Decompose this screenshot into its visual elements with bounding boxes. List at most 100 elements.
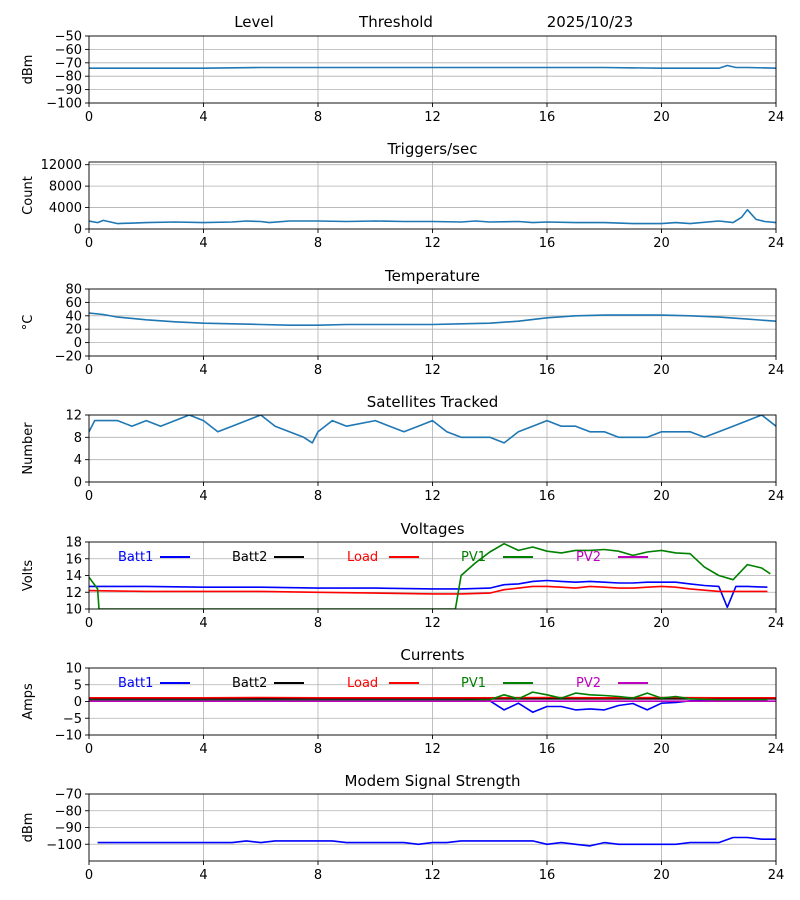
y-tick-label: −100 <box>46 97 82 112</box>
y-tick-label: 5 <box>74 678 82 693</box>
x-tick-label: 4 <box>199 110 207 125</box>
y-tick-label: −90 <box>55 83 82 98</box>
x-tick-label: 20 <box>653 236 670 251</box>
chart-level: 0 4 8 12 16 20 24 −100−90−80−70−60−50 dBm <box>21 30 784 126</box>
y-tick-label: 4 <box>74 453 82 468</box>
x-tick-label: 12 <box>424 868 441 883</box>
y-tick-label: 4000 <box>49 201 82 216</box>
x-tick-label: 16 <box>539 363 556 378</box>
y-tick-label: −20 <box>55 350 82 365</box>
legend-label-load: Load <box>347 550 378 565</box>
y-tick-label: −100 <box>46 838 82 853</box>
y-tick-label: 40 <box>65 309 82 324</box>
y-tick-label: 14 <box>65 569 82 584</box>
y-tick-label: −90 <box>55 821 82 836</box>
x-tick-label: 16 <box>539 742 556 757</box>
legend-label-pv2: PV2 <box>576 676 601 691</box>
x-tick-label: 20 <box>653 110 670 125</box>
x-tick-label: 12 <box>424 616 441 631</box>
header-threshold: Threshold <box>358 13 433 31</box>
chart-modem: 0 4 8 12 16 20 24 −100 −90 −80−70 Modem Signal Str… <box>21 772 784 883</box>
y-tick-label: 0 <box>74 695 82 710</box>
y-tick-label: 16 <box>65 552 82 567</box>
figure-header: Level Threshold 2025/10/23 <box>234 13 633 31</box>
y-tick-label: −5 <box>63 712 82 727</box>
chart-title: Voltages <box>400 520 464 538</box>
y-tick-label: 10 <box>65 603 82 618</box>
x-tick-label: 20 <box>653 489 670 504</box>
y-tick-label: 18 <box>65 536 82 551</box>
x-tick-label: 16 <box>539 868 556 883</box>
y-tick-label: 0 <box>74 223 82 238</box>
y-tick-label: 80 <box>65 283 82 298</box>
series-line <box>89 208 776 225</box>
x-tick-label: 24 <box>768 236 785 251</box>
x-tick-label: 20 <box>653 616 670 631</box>
x-tick-label: 16 <box>539 236 556 251</box>
x-tick-label: 24 <box>768 616 785 631</box>
x-tick-label: 12 <box>424 742 441 757</box>
y-tick-label: −70 <box>55 788 82 803</box>
x-tick-label: 8 <box>314 236 322 251</box>
y-axis-label: Count <box>21 176 36 215</box>
x-tick-label: 8 <box>314 742 322 757</box>
y-tick-label: 12000 <box>41 158 82 173</box>
x-tick-label: 0 <box>85 363 93 378</box>
y-tick-label: 10 <box>65 662 82 677</box>
x-tick-label: 24 <box>768 110 785 125</box>
x-tick-label: 20 <box>653 868 670 883</box>
x-tick-label: 20 <box>653 363 670 378</box>
y-tick-label: 8000 <box>49 180 82 195</box>
series-line <box>89 415 776 444</box>
x-tick-label: 4 <box>199 363 207 378</box>
x-tick-label: 0 <box>85 236 93 251</box>
series-line-pv1 <box>89 542 771 609</box>
series-line <box>97 836 776 847</box>
x-tick-label: 0 <box>85 742 93 757</box>
series-line-batt1 <box>89 579 768 609</box>
y-axis-label: Amps <box>21 683 36 720</box>
x-tick-label: 12 <box>424 363 441 378</box>
series-line-batt1 <box>89 699 768 713</box>
chart-title: Currents <box>400 646 464 664</box>
y-tick-label: 0 <box>74 336 82 351</box>
x-tick-label: 20 <box>653 742 670 757</box>
x-tick-label: 12 <box>424 236 441 251</box>
y-tick-label: −80 <box>55 70 82 85</box>
header-date: 2025/10/23 <box>547 13 633 31</box>
x-tick-label: 16 <box>539 616 556 631</box>
x-tick-label: 16 <box>539 110 556 125</box>
y-tick-label: −80 <box>55 804 82 819</box>
y-tick-label: −50 <box>55 30 82 45</box>
y-tick-label: −60 <box>55 43 82 58</box>
legend-label-batt2: Batt2 <box>232 676 267 691</box>
x-tick-label: 8 <box>314 363 322 378</box>
legend-label-pv1: PV1 <box>461 676 486 691</box>
legend-label-pv1: PV1 <box>461 550 486 565</box>
legend-label-batt1: Batt1 <box>118 676 153 691</box>
chart-satellites: 0 4 8 12 16 20 24 0 4 8 12 Satellites Tracked Number <box>21 393 784 504</box>
y-axis-label: Number <box>21 422 36 475</box>
x-tick-label: 8 <box>314 489 322 504</box>
legend-label-pv2: PV2 <box>576 550 601 565</box>
x-tick-label: 4 <box>199 616 207 631</box>
y-tick-label: −10 <box>55 729 82 744</box>
y-tick-label: 8 <box>74 431 82 446</box>
legend-label-batt2: Batt2 <box>232 550 267 565</box>
y-tick-label: 60 <box>65 296 82 311</box>
x-tick-label: 0 <box>85 489 93 504</box>
legend-label-load: Load <box>347 676 378 691</box>
y-tick-label: 0 <box>74 476 82 491</box>
x-tick-label: 0 <box>85 616 93 631</box>
x-tick-label: 12 <box>424 489 441 504</box>
y-tick-label: 12 <box>65 409 82 424</box>
y-axis-label: dBm <box>21 813 36 843</box>
legend-label-batt1: Batt1 <box>118 550 153 565</box>
x-tick-label: 24 <box>768 363 785 378</box>
y-axis-label: dBm <box>21 55 36 85</box>
series-line <box>89 64 776 69</box>
